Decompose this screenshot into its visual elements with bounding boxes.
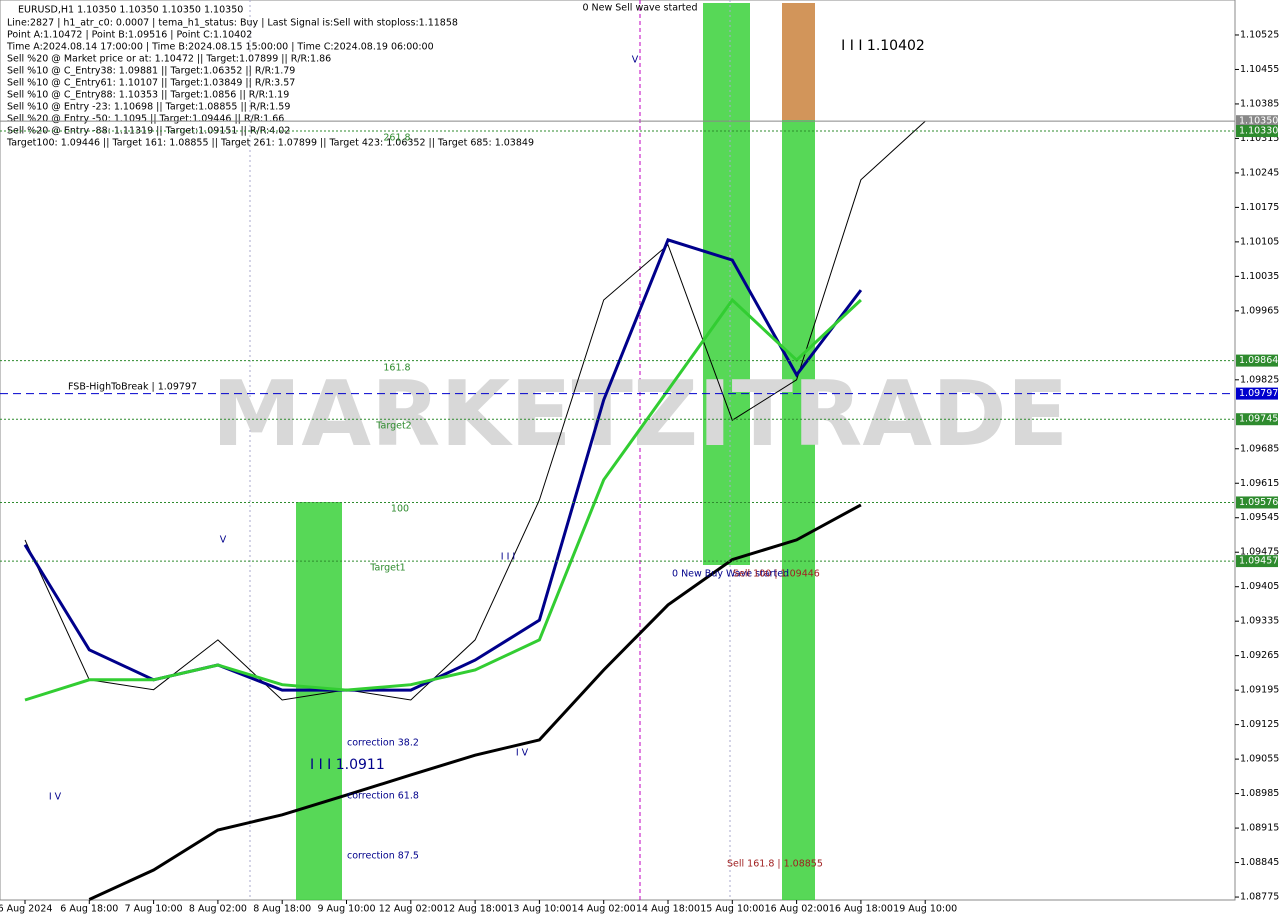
y-tick-label: 1.08845 [1240,857,1279,868]
annotation: Sell 161.8 | 1.08855 [727,859,823,870]
info-line: Target100: 1.09446 || Target 161: 1.0885… [6,138,534,149]
annotation: I I I 1.0911 [310,757,385,773]
info-line: Time A:2024.08.14 17:00:00 | Time B:2024… [6,42,434,53]
annotation: I I I [501,552,515,563]
y-tick-label: 1.09825 [1240,374,1279,385]
annotation: Target1 [369,563,405,574]
level-tag [1236,496,1278,509]
series-line [88,503,862,901]
level-tag [1236,125,1278,138]
series-layer [23,120,926,901]
x-tick-label: 16 Aug 18:00 [829,904,893,915]
level-tag [1236,555,1278,568]
plot-area [0,0,1236,901]
info-line: Sell %10 @ C_Entry88: 1.10353 || Target:… [7,90,289,101]
annotation: correction 87.5 [347,851,419,862]
x-tick-label: 12 Aug 02:00 [379,904,443,915]
y-tick-label: 1.09335 [1240,616,1279,627]
x-tick-label: 19 Aug 10:00 [893,904,957,915]
info-line: Line:2827 | h1_atr_c0: 0.0007 | tema_h1_… [7,18,458,29]
y-tick-label: 1.09195 [1240,685,1279,696]
y-tick-label: 1.09265 [1240,650,1279,661]
zone [296,502,342,900]
annotation: correction 61.8 [347,791,419,802]
x-tick-label: 6 Aug 2024 [0,904,52,915]
y-tick-label: 1.09125 [1240,719,1279,730]
y-tick-label: 1.09545 [1240,512,1279,523]
info-line: Sell %20 @ Entry -50: 1.1095 || Target:1… [7,114,284,125]
x-tick-label: 9 Aug 10:00 [317,904,375,915]
level-tag [1236,413,1278,426]
annotation: I I I 1.10402 [841,38,925,54]
annotation: Target2 [375,421,411,432]
y-tick-label: 1.10105 [1240,236,1279,247]
annotation: 261.8 [383,133,410,144]
y-tick-label: 1.09615 [1240,478,1279,489]
annotation: V [632,55,639,66]
level-label: 1.09864 [1239,355,1278,366]
y-tick-label: 1.08985 [1240,788,1279,799]
level-tag [1236,387,1278,400]
annotation: I V [49,792,62,803]
level-label: 1.10350 [1239,116,1278,127]
info-line: Sell %10 @ Entry -23: 1.10698 || Target:… [7,102,290,113]
annotation: 161.8 [383,363,410,374]
y-tick-label: 1.09965 [1240,305,1279,316]
level-tag [1236,354,1278,367]
y-tick-label: 1.08915 [1240,823,1279,834]
y-tick-label: 1.09055 [1240,754,1279,765]
x-tick-label: 8 Aug 18:00 [253,904,311,915]
y-tick-label: 1.09685 [1240,443,1279,454]
annotation: 100 [391,504,409,515]
y-tick-label: 1.10175 [1240,202,1279,213]
y-tick-label: 1.10315 [1240,133,1279,144]
zone [703,3,750,565]
info-line: Sell %20 @ Market price or at: 1.10472 |… [7,54,331,65]
level-label: 1.09745 [1239,414,1278,425]
chart-title: EURUSD,H1 1.10350 1.10350 1.10350 1.1035… [18,5,243,16]
x-tick-label: 12 Aug 18:00 [443,904,507,915]
y-tick-label: 1.10035 [1240,271,1279,282]
series-line [24,120,926,701]
y-tick-label: 1.10245 [1240,167,1279,178]
y-tick-label: 1.10455 [1240,64,1279,75]
info-line: Sell %10 @ C_Entry38: 1.09881 || Target:… [7,66,295,77]
x-tick-label: 16 Aug 02:00 [765,904,829,915]
level-label: 1.09576 [1239,497,1278,508]
annotation: 0 New Sell wave started [582,3,697,14]
zone [782,120,815,900]
level-label: 1.09457 [1239,556,1278,567]
annotation: Sell 100 | 1.09446 [733,569,820,580]
level-label: 1.09797 [1239,388,1278,399]
y-tick-label: 1.08775 [1240,892,1279,903]
annotation: V [220,535,227,546]
y-tick-label: 1.10385 [1240,98,1279,109]
y-tick-label: 1.09405 [1240,581,1279,592]
x-tick-label: 7 Aug 10:00 [125,904,183,915]
x-tick-label: 15 Aug 10:00 [700,904,764,915]
y-tick-label: 1.10525 [1240,29,1279,40]
info-line: Sell %10 @ C_Entry61: 1.10107 || Target:… [7,78,295,89]
x-tick-label: 14 Aug 18:00 [636,904,700,915]
y-tick-label: 1.09475 [1240,547,1279,558]
series-line [24,297,862,702]
annotation: 0 New Buy Wave started [672,569,789,580]
level-label: 1.10330 [1239,126,1278,137]
watermark: MARKETZITRADE [212,362,1068,467]
annotation: FSB-HighToBreak | 1.09797 [68,382,197,393]
info-line: Point A:1.10472 | Point B:1.09516 | Poin… [7,30,252,41]
x-tick-label: 14 Aug 02:00 [572,904,636,915]
annotation: I V [516,748,529,759]
x-tick-label: 13 Aug 10:00 [507,904,571,915]
level-tag [1236,115,1278,128]
x-tick-label: 6 Aug 18:00 [60,904,118,915]
annotation: correction 38.2 [347,738,419,749]
zone [782,3,815,120]
x-tick-label: 8 Aug 02:00 [189,904,247,915]
